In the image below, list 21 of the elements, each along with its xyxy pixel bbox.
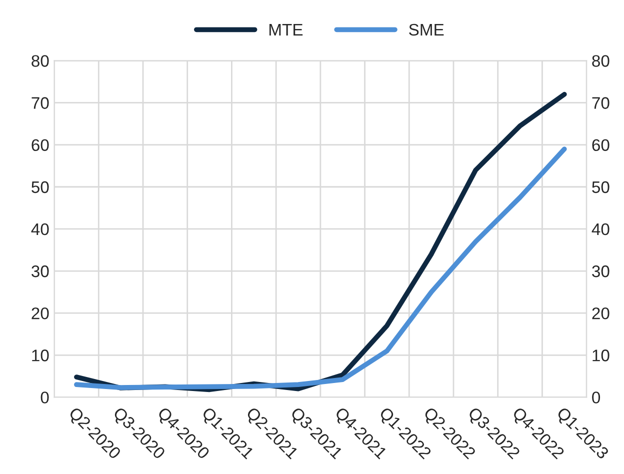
y-tick-label: 80 (32, 55, 49, 67)
y2-tick-label: 20 (592, 307, 610, 320)
y-tick-label: 10 (32, 350, 49, 362)
y-tick-label: 30 (32, 265, 49, 278)
y2-tick-label: 0 (592, 392, 600, 404)
y2-tick-label: 70 (592, 97, 610, 109)
legend-label: SME (409, 24, 444, 36)
y2-tick-label: 60 (592, 139, 610, 152)
y2-tick-label: 50 (592, 181, 610, 194)
y-tick-label: 40 (31, 223, 49, 236)
y-tick-label: 60 (32, 139, 49, 152)
y2-tick-label: 10 (592, 350, 610, 362)
y2-tick-label: 30 (592, 265, 610, 278)
legend-label: MTE (269, 24, 303, 36)
line-series (74, 146, 567, 390)
y-tick-label: 70 (32, 97, 49, 109)
y2-tick-label: 40 (592, 223, 610, 236)
y-tick-label: 0 (40, 392, 49, 404)
y2-tick-label: 80 (592, 55, 610, 67)
y-tick-label: 20 (32, 307, 49, 320)
y-tick-label: 50 (32, 181, 49, 194)
